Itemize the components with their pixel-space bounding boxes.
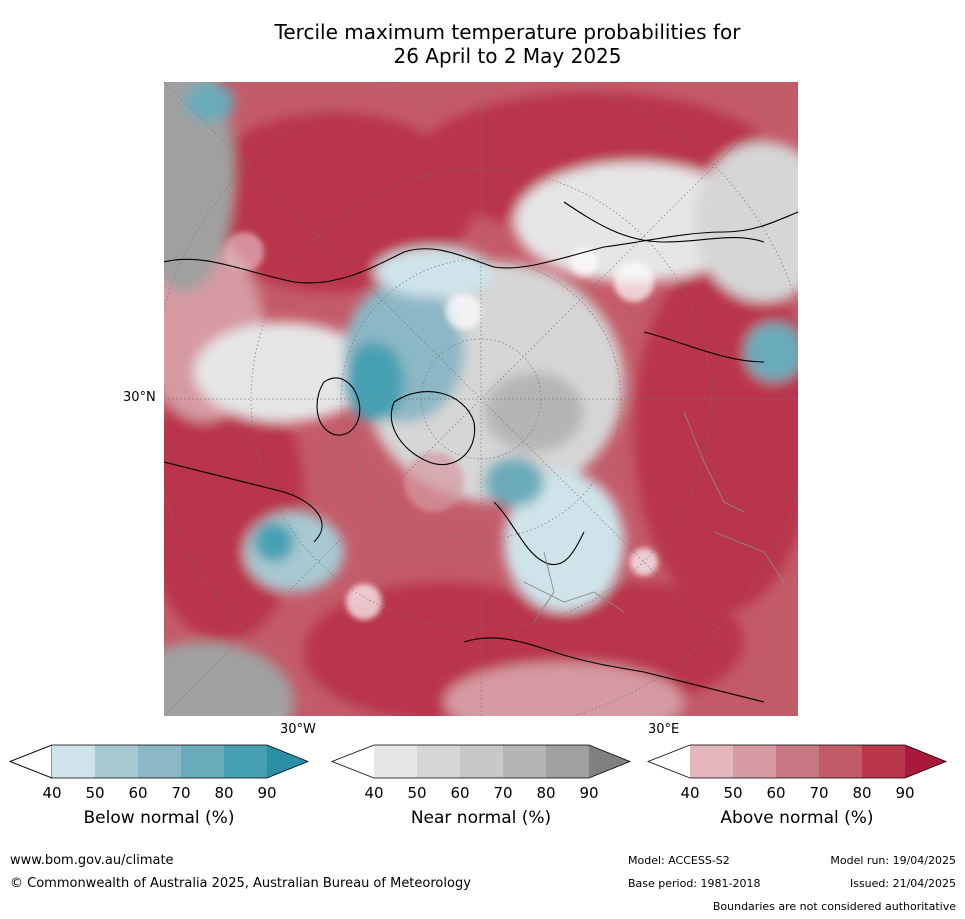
above-seg-2 [733, 745, 776, 778]
near-tick-40: 40 [364, 784, 384, 802]
below-tick-70: 70 [171, 784, 191, 802]
below-tick-50: 50 [85, 784, 105, 802]
above-seg-0 [648, 745, 690, 778]
above-tick-60: 60 [766, 784, 786, 802]
below-tick-90: 90 [257, 784, 277, 802]
near-seg-4 [503, 745, 546, 778]
above-tick-80: 80 [852, 784, 872, 802]
colorbar-near-normal-bar [331, 744, 631, 779]
near-seg-2 [417, 745, 460, 778]
lon-label-30w: 30°W [280, 722, 316, 737]
near-seg-1 [374, 745, 417, 778]
colorbar-below-ticks: 40 50 60 70 80 90 [9, 784, 309, 804]
lat-label-30n: 30°N [123, 390, 156, 405]
near-tick-60: 60 [450, 784, 470, 802]
chart-title: Tercile maximum temperature probabilitie… [180, 20, 835, 68]
colorbar-near-normal: 40 50 60 70 80 90 Near normal (%) [331, 744, 631, 844]
colorbar-below-normal: 40 50 60 70 80 90 Below normal (%) [9, 744, 309, 844]
above-tick-90: 90 [895, 784, 915, 802]
model-run-text: Model run: 19/04/2025 [830, 854, 956, 867]
below-seg-0 [9, 744, 53, 779]
title-line-1: Tercile maximum temperature probabilitie… [274, 20, 741, 44]
above-tick-50: 50 [723, 784, 743, 802]
near-seg-3 [460, 745, 503, 778]
above-seg-5 [862, 745, 905, 778]
model-text: Model: ACCESS-S2 [628, 854, 730, 867]
near-seg-6 [589, 745, 630, 778]
probability-detail [224, 232, 658, 620]
colorbar-above-normal: 40 50 60 70 80 90 Above normal (%) [647, 744, 947, 844]
near-tick-70: 70 [493, 784, 513, 802]
near-tick-80: 80 [536, 784, 556, 802]
below-seg-2 [95, 745, 138, 778]
coastlines [164, 201, 798, 703]
above-seg-3 [776, 745, 819, 778]
colorbar-near-ticks: 40 50 60 70 80 90 [331, 784, 631, 804]
below-seg-3 [138, 745, 181, 778]
map-svg [164, 82, 798, 716]
base-period-text: Base period: 1981-2018 [628, 877, 761, 890]
near-tick-50: 50 [407, 784, 427, 802]
colorbar-above-label: Above normal (%) [720, 808, 874, 828]
below-seg-5 [267, 745, 308, 778]
colorbar-below-label: Below normal (%) [83, 808, 235, 828]
above-tick-40: 40 [680, 784, 700, 802]
website-link[interactable]: www.bom.gov.au/climate [10, 853, 174, 868]
disclaimer-text: Boundaries are not considered authoritat… [712, 900, 956, 913]
colorbar-below-normal-bar [9, 744, 309, 779]
near-seg-5 [546, 745, 589, 778]
colorbar-above-ticks: 40 50 60 70 80 90 [647, 784, 947, 804]
issued-text: Issued: 21/04/2025 [849, 877, 956, 890]
copyright-text: © Commonwealth of Australia 2025, Austra… [10, 876, 471, 891]
above-tick-70: 70 [809, 784, 829, 802]
below-seg-4 [181, 745, 224, 778]
probability-map [164, 82, 798, 716]
above-seg-4 [819, 745, 862, 778]
colorbar-near-label: Near normal (%) [410, 808, 552, 828]
below-seg-6 [224, 745, 267, 778]
near-seg-0 [332, 745, 374, 778]
below-tick-40: 40 [42, 784, 62, 802]
above-seg-6 [905, 745, 946, 778]
below-tick-80: 80 [214, 784, 234, 802]
graticule [164, 82, 798, 716]
below-seg-1 [52, 745, 95, 778]
country-borders [523, 411, 785, 623]
colorbar-above-normal-bar [647, 744, 947, 779]
title-line-2: 26 April to 2 May 2025 [393, 44, 622, 68]
below-tick-60: 60 [128, 784, 148, 802]
near-tick-90: 90 [579, 784, 599, 802]
above-seg-1 [690, 745, 733, 778]
lon-label-30e: 30°E [648, 722, 680, 737]
